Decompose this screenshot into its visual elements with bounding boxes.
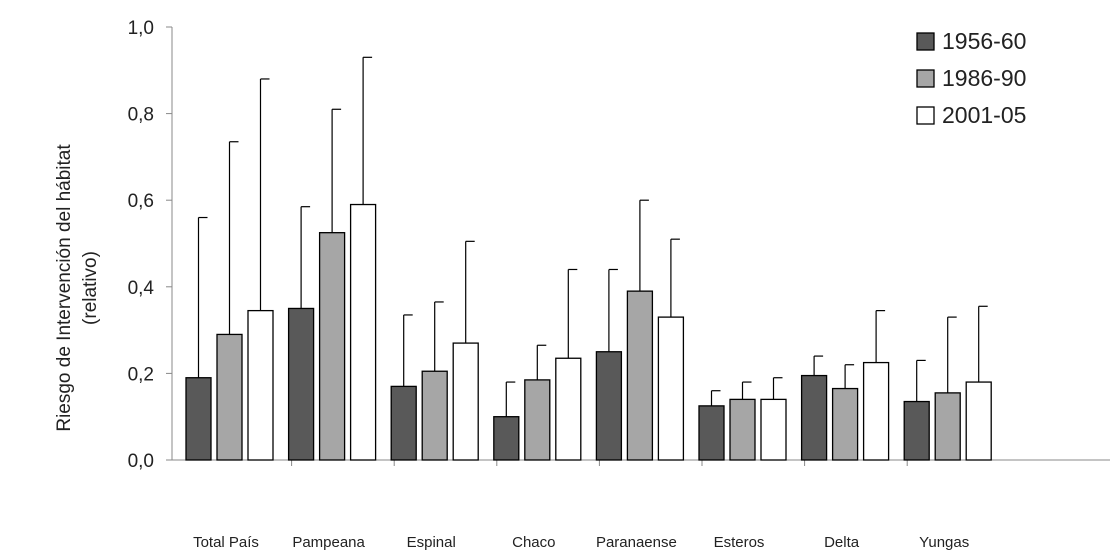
legend-label: 1956-60 — [942, 28, 1026, 54]
y-tick-label: 1,0 — [128, 18, 154, 39]
legend-swatch — [916, 69, 935, 88]
bar — [934, 392, 961, 461]
category-label: Esteros — [714, 534, 765, 550]
bar — [595, 351, 623, 461]
bar — [903, 400, 930, 461]
bar — [493, 416, 520, 461]
bar — [349, 203, 377, 461]
bar — [452, 342, 479, 461]
bar — [626, 290, 654, 461]
y-tick-label: 0,4 — [128, 278, 155, 299]
category-label: Total País — [193, 534, 259, 550]
bar — [698, 405, 725, 461]
category-label: Yungas — [919, 534, 969, 550]
category-labels: Total País Pampeana Espinal Chaco Paranaense… — [193, 534, 969, 550]
bar — [287, 307, 315, 461]
bar — [800, 374, 828, 461]
category-label: Espinal — [407, 534, 456, 550]
bar — [831, 387, 859, 461]
y-tick-label: 0,8 — [128, 105, 154, 126]
bar — [729, 398, 756, 461]
bar — [318, 232, 346, 461]
y-axis-label-line-2: (relativo) — [80, 251, 101, 325]
bar — [524, 379, 551, 461]
bar — [862, 361, 890, 461]
bar — [185, 377, 212, 461]
category-label: Chaco — [512, 534, 555, 550]
error-bars-group — [197, 56, 988, 417]
bar — [657, 316, 685, 461]
legend-swatch — [916, 32, 935, 51]
legend-label: 2001-05 — [942, 102, 1026, 128]
category-label: Paranaense — [596, 534, 677, 550]
legend-swatch — [916, 106, 935, 125]
bar — [965, 381, 992, 461]
y-tick-label: 0,2 — [128, 364, 154, 385]
y-tick-label: 0,6 — [128, 191, 154, 212]
y-axis-label: Riesgo de Intervención del hábitat (rela… — [54, 144, 101, 432]
category-label: Delta — [824, 534, 860, 550]
bar — [760, 398, 787, 461]
bar — [555, 357, 582, 461]
category-label: Pampeana — [292, 534, 365, 550]
legend: 1956-60 1986-90 2001-05 — [916, 28, 1026, 128]
y-axis-label-line-1: Riesgo de Intervención del hábitat — [54, 144, 75, 432]
legend-label: 1986-90 — [942, 65, 1026, 91]
y-tick-label: 0,0 — [128, 451, 154, 472]
bar — [216, 333, 243, 461]
bar — [421, 370, 448, 461]
bars-group — [185, 203, 992, 461]
bar — [247, 309, 274, 461]
bar — [390, 385, 417, 461]
